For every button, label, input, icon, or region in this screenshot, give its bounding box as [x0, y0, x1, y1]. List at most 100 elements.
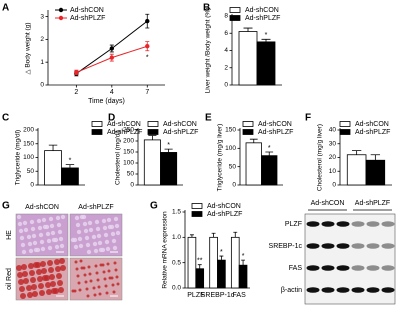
- histology-texture: [29, 219, 35, 225]
- y-tick-label: 1: [40, 59, 44, 66]
- panel-letter: F: [305, 113, 311, 124]
- blot-band: [306, 221, 320, 227]
- histology-texture: [48, 267, 54, 273]
- error-bar: [243, 27, 253, 32]
- histology-texture: [104, 239, 110, 245]
- histology-texture: [17, 272, 23, 278]
- y-tick-label: 40: [329, 127, 337, 134]
- panel-letter: D: [108, 113, 115, 124]
- error-bar: [48, 144, 58, 151]
- histology-texture: [97, 240, 103, 246]
- x-tick-label: 2: [74, 89, 78, 96]
- histology-texture: [106, 217, 112, 223]
- histology-texture: [111, 238, 117, 244]
- error-bar: [211, 232, 216, 238]
- histology-texture: [42, 224, 48, 230]
- y-tick-label: 4: [224, 47, 228, 54]
- blot-band-label: FAS: [289, 265, 303, 272]
- bar: [217, 259, 226, 289]
- histology-texture: [106, 262, 110, 266]
- histology-texture: [83, 228, 89, 234]
- legend-label: Ad-shPLZF: [163, 129, 198, 136]
- legend-swatch: [191, 211, 203, 217]
- histology-texture: [39, 290, 45, 296]
- histology-texture: [47, 245, 53, 251]
- legend-label: Ad-shCON: [163, 121, 197, 128]
- histology-texture: [113, 261, 117, 265]
- blot-band-label: PLZF: [285, 221, 302, 228]
- blot-band: [321, 243, 335, 249]
- legend-swatch: [191, 203, 203, 209]
- histology-texture: [96, 233, 102, 239]
- legend-swatch: [91, 121, 103, 127]
- histology-texture: [115, 275, 119, 279]
- blot-band: [351, 221, 365, 227]
- histology-texture: [70, 237, 76, 243]
- histology-texture: [74, 260, 78, 264]
- histology-texture: [51, 237, 57, 243]
- y-tick-label: 1.0: [172, 234, 181, 241]
- histology-texture: [114, 268, 118, 272]
- histology-texture: [76, 274, 80, 278]
- histology-texture: [98, 247, 104, 253]
- histology-texture: [75, 222, 81, 228]
- histology-texture: [56, 222, 62, 228]
- histology-texture: [45, 282, 51, 288]
- significance: *: [242, 253, 245, 260]
- blot-band: [321, 265, 335, 271]
- histology-texture: [49, 223, 55, 229]
- histology-texture: [77, 281, 81, 285]
- histology-texture: [37, 225, 43, 231]
- y-tick-label: 150: [123, 149, 134, 156]
- histology-texture: [54, 259, 60, 265]
- y-tick-label: 50: [27, 168, 35, 175]
- legend-label: Ad-shPLZF: [207, 211, 242, 218]
- bar: [160, 152, 178, 186]
- histology-texture: [89, 279, 93, 283]
- histology-texture: [26, 234, 32, 240]
- legend-swatch: [91, 129, 103, 135]
- histology-texture: [101, 218, 107, 224]
- histology-texture: [59, 258, 65, 264]
- histology-texture: [77, 236, 83, 242]
- histology-texture: [20, 293, 26, 299]
- panel-letter: G: [150, 201, 158, 212]
- y-axis-label: Triglyceride (mg/g liver): [217, 124, 224, 192]
- error-bar: [219, 255, 224, 261]
- x-tick-label: FAS: [233, 292, 247, 299]
- histology-texture: [83, 273, 87, 277]
- y-tick-label: 2: [40, 36, 44, 43]
- error-bar: [249, 138, 258, 143]
- bar: [238, 264, 248, 289]
- histology-texture: [49, 274, 55, 280]
- histology-texture: [23, 227, 29, 233]
- histology-texture: [59, 243, 65, 249]
- y-tick-label: 250: [123, 127, 134, 134]
- legend-swatch: [339, 121, 351, 127]
- blot-band: [336, 243, 350, 249]
- legend-swatch: [229, 7, 241, 13]
- histology-texture: [37, 276, 43, 282]
- histology-texture: [99, 263, 103, 267]
- histology-texture: [21, 249, 27, 255]
- point: [109, 46, 115, 51]
- blot-band: [306, 287, 320, 293]
- legend-label: Ad-shCON: [107, 121, 141, 128]
- histology-texture: [19, 286, 25, 292]
- legend-swatch: [339, 129, 351, 135]
- histology-row: HE: [6, 230, 13, 240]
- histology-texture: [26, 285, 32, 291]
- legend-label: Ad-shPLZF: [107, 129, 142, 136]
- bar: [143, 139, 161, 186]
- y-tick-label: 6: [224, 30, 228, 37]
- blot-band: [321, 221, 335, 227]
- histology-texture: [87, 220, 93, 226]
- blot-band-label: β-actin: [281, 287, 302, 294]
- histology-texture: [92, 241, 98, 247]
- histology-texture: [82, 221, 88, 227]
- y-tick-label: 50: [229, 163, 237, 170]
- histology-texture: [46, 289, 52, 295]
- bar: [187, 236, 197, 289]
- x-tick-label: PLZF: [187, 292, 204, 299]
- histology-texture: [56, 273, 62, 279]
